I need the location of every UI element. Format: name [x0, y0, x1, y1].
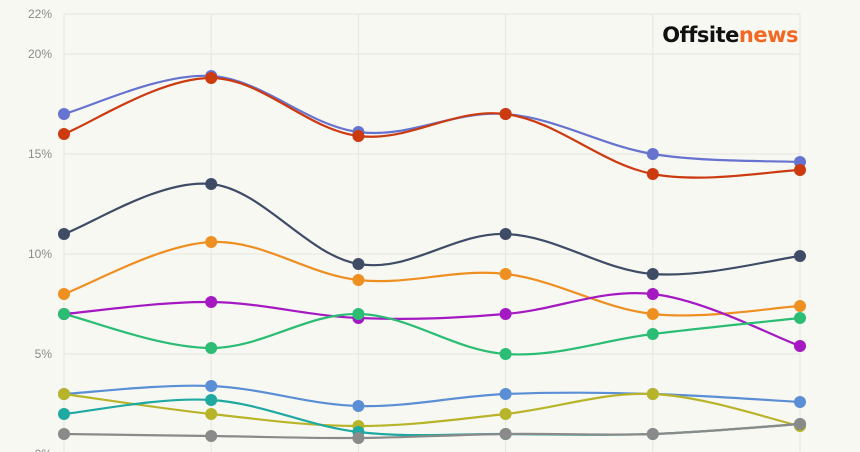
series-line	[63, 182, 801, 276]
data-point[interactable]	[794, 164, 806, 176]
data-point[interactable]	[499, 108, 512, 120]
data-point[interactable]	[352, 308, 365, 320]
data-point[interactable]	[794, 418, 806, 430]
data-point[interactable]	[794, 312, 806, 324]
series-6	[58, 308, 806, 360]
y-tick-label: 10%	[28, 247, 52, 261]
data-point[interactable]	[499, 388, 512, 400]
data-point[interactable]	[646, 388, 659, 400]
data-point[interactable]	[794, 396, 806, 408]
y-tick-label: 5%	[35, 347, 53, 361]
data-point[interactable]	[646, 328, 659, 340]
data-point[interactable]	[352, 400, 365, 412]
data-point[interactable]	[58, 228, 70, 240]
series-line	[63, 422, 801, 440]
data-point[interactable]	[58, 408, 70, 420]
data-point[interactable]	[205, 296, 218, 308]
data-point[interactable]	[794, 300, 806, 312]
data-point[interactable]	[58, 288, 70, 300]
y-tick-label: 22%	[28, 7, 52, 21]
y-tick-label: 20%	[28, 47, 52, 61]
data-point[interactable]	[646, 428, 659, 440]
data-point[interactable]	[646, 268, 659, 280]
data-point[interactable]	[58, 128, 70, 140]
series-line	[63, 292, 801, 348]
series-line	[63, 74, 801, 164]
data-point[interactable]	[646, 148, 659, 160]
series-5	[58, 288, 806, 352]
brand-logo-part1: Offsite	[662, 23, 739, 47]
data-point[interactable]	[205, 408, 218, 420]
series-line	[63, 240, 801, 317]
data-point[interactable]	[646, 168, 659, 180]
data-point[interactable]	[499, 228, 512, 240]
data-point[interactable]	[58, 428, 70, 440]
brand-logo: Offsitenews	[662, 23, 798, 47]
data-point[interactable]	[58, 308, 70, 320]
series-line	[63, 384, 801, 408]
data-point[interactable]	[646, 308, 659, 320]
data-point[interactable]	[205, 430, 218, 442]
data-point[interactable]	[205, 394, 218, 406]
data-point[interactable]	[205, 72, 218, 84]
data-point[interactable]	[352, 274, 365, 286]
data-point[interactable]	[499, 348, 512, 360]
data-point[interactable]	[205, 178, 218, 190]
data-point[interactable]	[352, 258, 365, 270]
data-point[interactable]	[794, 250, 806, 262]
y-tick-label: 15%	[28, 147, 52, 161]
series-line	[63, 76, 801, 179]
data-point[interactable]	[58, 108, 70, 120]
data-point[interactable]	[205, 342, 218, 354]
data-point[interactable]	[58, 388, 70, 400]
data-point[interactable]	[205, 236, 218, 248]
series-10	[58, 418, 806, 444]
y-tick-label: 0%	[35, 447, 53, 452]
series-group	[58, 70, 806, 444]
data-point[interactable]	[499, 308, 512, 320]
data-point[interactable]	[499, 268, 512, 280]
y-axis-ticks: 0% 5% 10% 15% 20% 22%	[28, 7, 52, 452]
data-point[interactable]	[352, 432, 365, 444]
series-line	[63, 392, 801, 428]
data-point[interactable]	[499, 428, 512, 440]
series-7	[58, 380, 806, 412]
series-line	[63, 398, 801, 437]
series-3	[58, 178, 806, 280]
brand-logo-part2: news	[738, 23, 799, 47]
data-point[interactable]	[499, 408, 512, 420]
series-4	[58, 236, 806, 320]
data-point[interactable]	[646, 288, 659, 300]
data-point[interactable]	[794, 340, 806, 352]
data-point[interactable]	[205, 380, 218, 392]
series-2	[58, 72, 806, 180]
series-line	[63, 312, 801, 356]
data-point[interactable]	[352, 130, 365, 142]
